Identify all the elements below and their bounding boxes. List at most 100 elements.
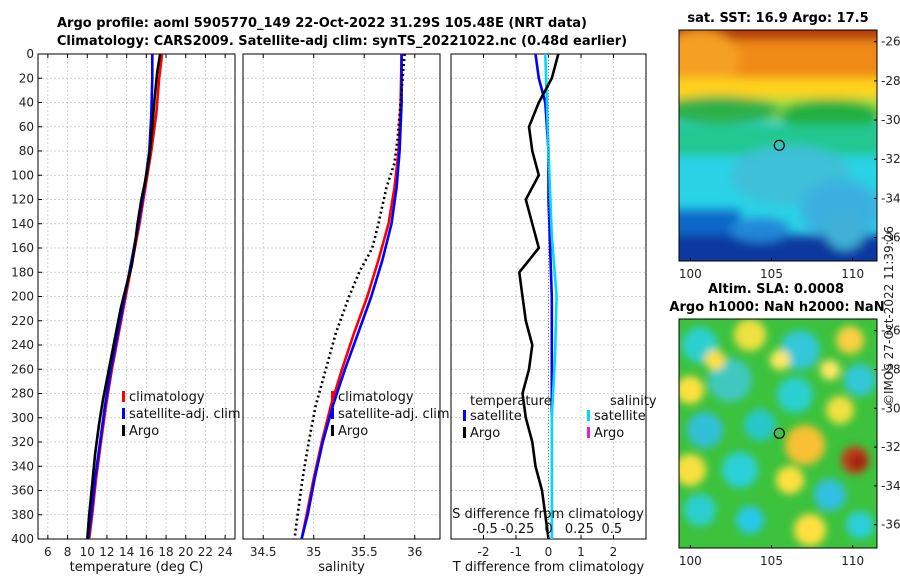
sla-anomaly-blob (820, 360, 840, 380)
map-y-tick-label: -30 (881, 401, 900, 415)
legend-swatch (587, 410, 590, 421)
y-tick-label: 320 (11, 435, 34, 449)
legend-label: climatology (338, 390, 414, 405)
legend-header: salinity (610, 394, 657, 409)
sla-anomaly-blob (794, 514, 826, 546)
sla-anomaly-blob (850, 454, 866, 470)
x-tick-label: 35.5 (351, 545, 378, 559)
map-y-tick-label: -28 (881, 74, 900, 88)
y-tick-label: 220 (11, 314, 34, 328)
x-tick-label: 14 (119, 545, 134, 559)
sla-anomaly-blob (705, 350, 725, 370)
sla-anomaly-blob (722, 452, 758, 488)
sla-anomaly-blob (814, 479, 846, 511)
map-y-tick-label: -26 (881, 35, 900, 49)
sla-anomaly-blob (846, 511, 874, 539)
series-line-argo (293, 53, 406, 540)
temperature-profile-panel: 6 8 10 12 14 16 18 20 22 24 temperature (deg C) 0 20… (11, 47, 241, 575)
sla-anomaly-blob (777, 377, 813, 413)
secondary-tick-label: 0.25 (565, 522, 594, 537)
map-y-tick-label: -26 (881, 324, 900, 338)
salinity-profile-panel: 34.5 35 35.5 36 salinity climatology satellite… (242, 53, 450, 575)
map-y-tick-label: -34 (881, 479, 900, 493)
map-y-tick-label: -34 (881, 191, 900, 205)
x-tick-label: 10 (80, 545, 95, 559)
axes-frame (242, 53, 441, 540)
argo-location-marker (773, 139, 785, 151)
legend-swatch (122, 391, 125, 402)
map-x-tick-label: 105 (760, 267, 783, 281)
x-tick-label: 8 (64, 545, 72, 559)
sla-anomaly-blob (826, 396, 854, 424)
legend-swatch (331, 391, 334, 402)
legend-label: Argo (594, 426, 624, 441)
x-tick-label: 36 (407, 545, 422, 559)
x-axis-label: salinity (318, 560, 365, 575)
x-tick-label: -2 (478, 545, 490, 559)
legend-swatch (331, 425, 334, 436)
secondary-tick-label: -0.5 (472, 522, 497, 537)
map-x-tick-label: 105 (760, 554, 783, 568)
x-tick-label: 0 (545, 545, 553, 559)
sla-anomaly-blob (679, 376, 704, 404)
y-tick-label: 100 (11, 168, 34, 182)
y-tick-label: 400 (11, 532, 34, 546)
sla-anomaly-blob (736, 506, 764, 534)
sla-anomaly-blob (687, 412, 723, 448)
map-x-tick-label: 100 (679, 554, 702, 568)
x-tick-label: 12 (99, 545, 114, 559)
figure-title-line1: Argo profile: aoml 5905770_149 22-Oct-20… (57, 16, 587, 31)
series-line-argo (86, 53, 162, 540)
x-tick-label: 24 (218, 545, 233, 559)
legend-swatch (463, 427, 466, 438)
map-x-tick-label: 100 (679, 267, 702, 281)
grid (243, 53, 440, 540)
legend-label: Argo (470, 426, 500, 441)
sst-map-title: sat. SST: 16.9 Argo: 17.5 (687, 11, 868, 26)
difference-profile-panel: -2 -1 0 1 2T difference from climatology temp… (450, 53, 657, 575)
y-tick-label: 300 (11, 411, 34, 425)
sla-anomaly-blob (844, 364, 876, 396)
secondary-tick-label: 0 (544, 522, 552, 537)
legend-label: climatology (129, 390, 205, 405)
legend-swatch (463, 410, 466, 421)
sla-anomaly-blob (684, 494, 716, 526)
y-tick-label: 240 (11, 338, 34, 352)
y-tick-label: 140 (11, 217, 34, 231)
sla-anomaly-blob (785, 425, 825, 465)
argo-location-marker (773, 427, 785, 439)
sla-anomaly-blob (679, 454, 706, 486)
secondary-tick-label: 0.5 (602, 522, 623, 537)
x-tick-label: 16 (139, 545, 154, 559)
sla-anomaly-blob (770, 350, 790, 370)
legend-label: satellite (594, 409, 646, 424)
y-tick-label: 340 (11, 459, 34, 473)
legend-label: Argo (338, 424, 368, 439)
map-y-tick-label: -36 (881, 518, 900, 532)
sst-heatmap (679, 30, 877, 261)
map-y-tick-label: -28 (881, 362, 900, 376)
map-x-tick-label: 110 (841, 554, 864, 568)
grid (38, 53, 235, 540)
sla-map-title: Altim. SLA: 0.0008 (708, 282, 844, 297)
sla-anomaly-blob (836, 326, 864, 354)
y-tick-label: 120 (11, 193, 34, 207)
y-tick-label: 0 (26, 47, 34, 61)
secondary-tick-label: -0.25 (501, 522, 535, 537)
x-tick-label: -1 (510, 545, 522, 559)
x-tick-label: 20 (178, 545, 193, 559)
legend-header: temperature (470, 394, 552, 409)
y-tick-label: 280 (11, 387, 34, 401)
x-tick-label: 2 (610, 545, 618, 559)
legend-label: satellite (470, 409, 522, 424)
y-tick-label: 20 (19, 71, 34, 85)
map-y-tick-label: -32 (881, 152, 900, 166)
series-line-satellite-adj-clim (300, 54, 403, 540)
y-tick-label: 380 (11, 508, 34, 522)
x-axis-label: temperature (deg C) (70, 560, 204, 575)
y-tick-label: 180 (11, 265, 34, 279)
sla-anomaly-blob (776, 466, 804, 494)
legend-label: satellite-adj. clim (129, 407, 241, 422)
map-y-tick-label: -36 (881, 231, 900, 245)
